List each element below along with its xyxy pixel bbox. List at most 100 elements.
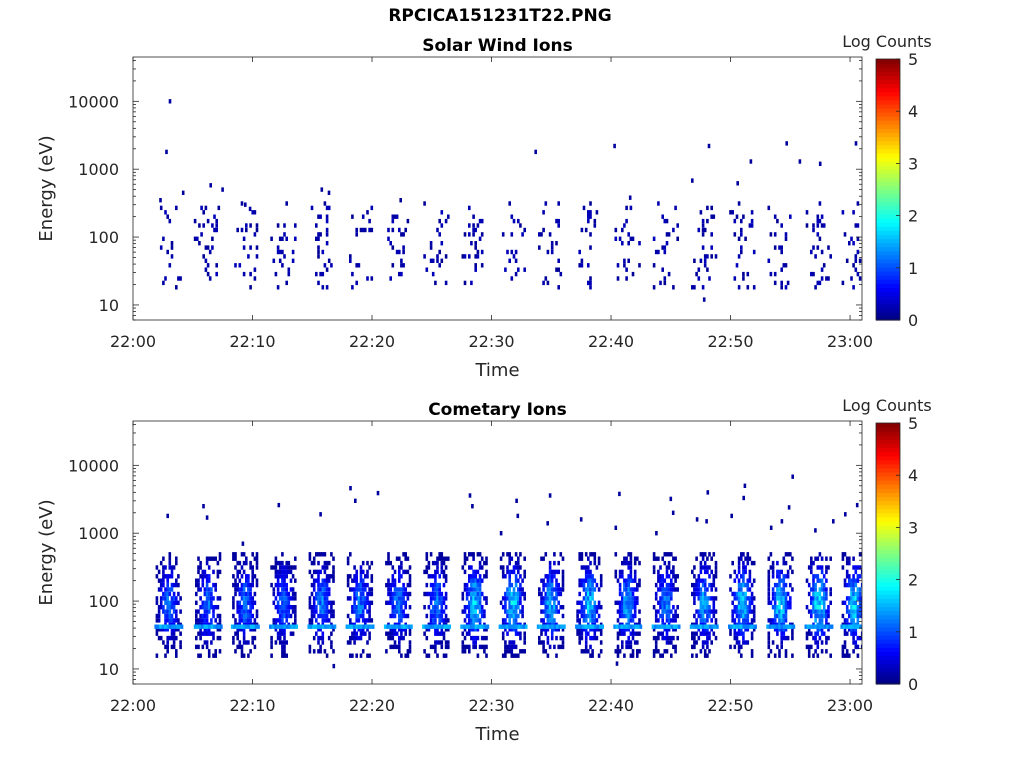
data-cell [816, 631, 820, 636]
data-cell [359, 591, 363, 597]
data-cell [249, 618, 252, 623]
data-cell [510, 596, 514, 601]
data-cell [508, 201, 511, 206]
data-cell [434, 569, 437, 575]
data-cell [276, 587, 280, 592]
data-cell [816, 596, 820, 601]
data-cell [315, 569, 318, 575]
data-cell [789, 214, 792, 219]
data-cell [805, 605, 809, 610]
colorbar-segment [876, 679, 900, 685]
data-cell [317, 569, 320, 575]
data-cell [406, 596, 410, 601]
data-cell [858, 587, 862, 592]
data-cell [636, 653, 639, 658]
data-cell [854, 613, 858, 619]
data-cell [667, 635, 671, 641]
data-cell [561, 640, 565, 645]
data-cell [402, 587, 405, 592]
data-cell [744, 640, 747, 645]
data-cell [514, 560, 518, 566]
data-cell [812, 227, 815, 233]
data-cell [731, 560, 734, 566]
data-cell [789, 582, 792, 588]
data-cell [470, 609, 473, 614]
data-cell [544, 276, 548, 281]
data-cell [195, 613, 198, 619]
data-cell [773, 653, 777, 658]
colorbar-frame [875, 58, 901, 321]
data-cell [701, 644, 705, 650]
data-cell [166, 249, 169, 255]
data-cell [249, 649, 252, 654]
data-cell [423, 201, 426, 206]
data-cell [703, 591, 707, 597]
data-cell [814, 640, 817, 645]
data-cell [843, 627, 847, 632]
data-cell [856, 236, 860, 241]
data-cell [508, 552, 511, 557]
data-cell [728, 624, 731, 629]
data-cell [274, 605, 278, 610]
data-cell [589, 574, 592, 579]
data-cell [232, 600, 235, 605]
data-cell [213, 214, 216, 219]
data-cell [580, 609, 584, 614]
data-cell [633, 613, 637, 619]
data-cell [782, 618, 786, 623]
data-cell [402, 245, 405, 250]
data-cell [255, 578, 259, 583]
data-cell [346, 613, 350, 619]
data-cell [168, 560, 172, 566]
data-cell [463, 587, 467, 592]
data-cell [483, 574, 486, 579]
data-cell [714, 569, 718, 575]
data-cell [172, 582, 176, 588]
data-cell [324, 624, 327, 629]
data-cell [468, 627, 471, 632]
data-cell [216, 605, 220, 610]
data-cell [544, 624, 547, 629]
data-cell [512, 653, 516, 658]
data-cell [589, 635, 592, 641]
data-cell [701, 582, 705, 588]
data-cell [319, 587, 322, 592]
data-cell [691, 644, 694, 650]
data-cell [393, 569, 397, 575]
data-cell [177, 574, 180, 579]
data-cell [166, 640, 169, 645]
data-cell [523, 556, 526, 561]
data-cell [631, 271, 635, 277]
data-cell [470, 241, 473, 246]
data-cell [787, 624, 791, 629]
data-cell [465, 631, 469, 636]
data-cell [474, 613, 477, 619]
data-cell [614, 649, 618, 654]
data-cell [370, 205, 374, 211]
data-cell [621, 631, 624, 636]
data-cell [593, 560, 597, 566]
data-cell [812, 574, 815, 579]
data-cell [733, 569, 737, 575]
data-cell [639, 624, 643, 629]
data-cell [631, 649, 635, 654]
data-cell [546, 640, 550, 645]
data-cell [242, 613, 246, 619]
data-cell [856, 644, 860, 650]
data-cell [359, 227, 363, 233]
data-cell [391, 227, 395, 233]
data-cell [510, 232, 514, 237]
data-cell [251, 578, 254, 583]
data-cell [661, 605, 664, 610]
data-cell [474, 600, 477, 605]
data-cell [850, 605, 853, 610]
data-cell [359, 587, 363, 592]
data-cell [676, 635, 679, 641]
data-cell [242, 245, 246, 250]
data-cell [823, 624, 827, 629]
data-cell [737, 600, 741, 605]
data-cell [393, 613, 397, 619]
data-cell [175, 613, 178, 619]
data-cell [400, 605, 403, 610]
data-cell [470, 600, 473, 605]
